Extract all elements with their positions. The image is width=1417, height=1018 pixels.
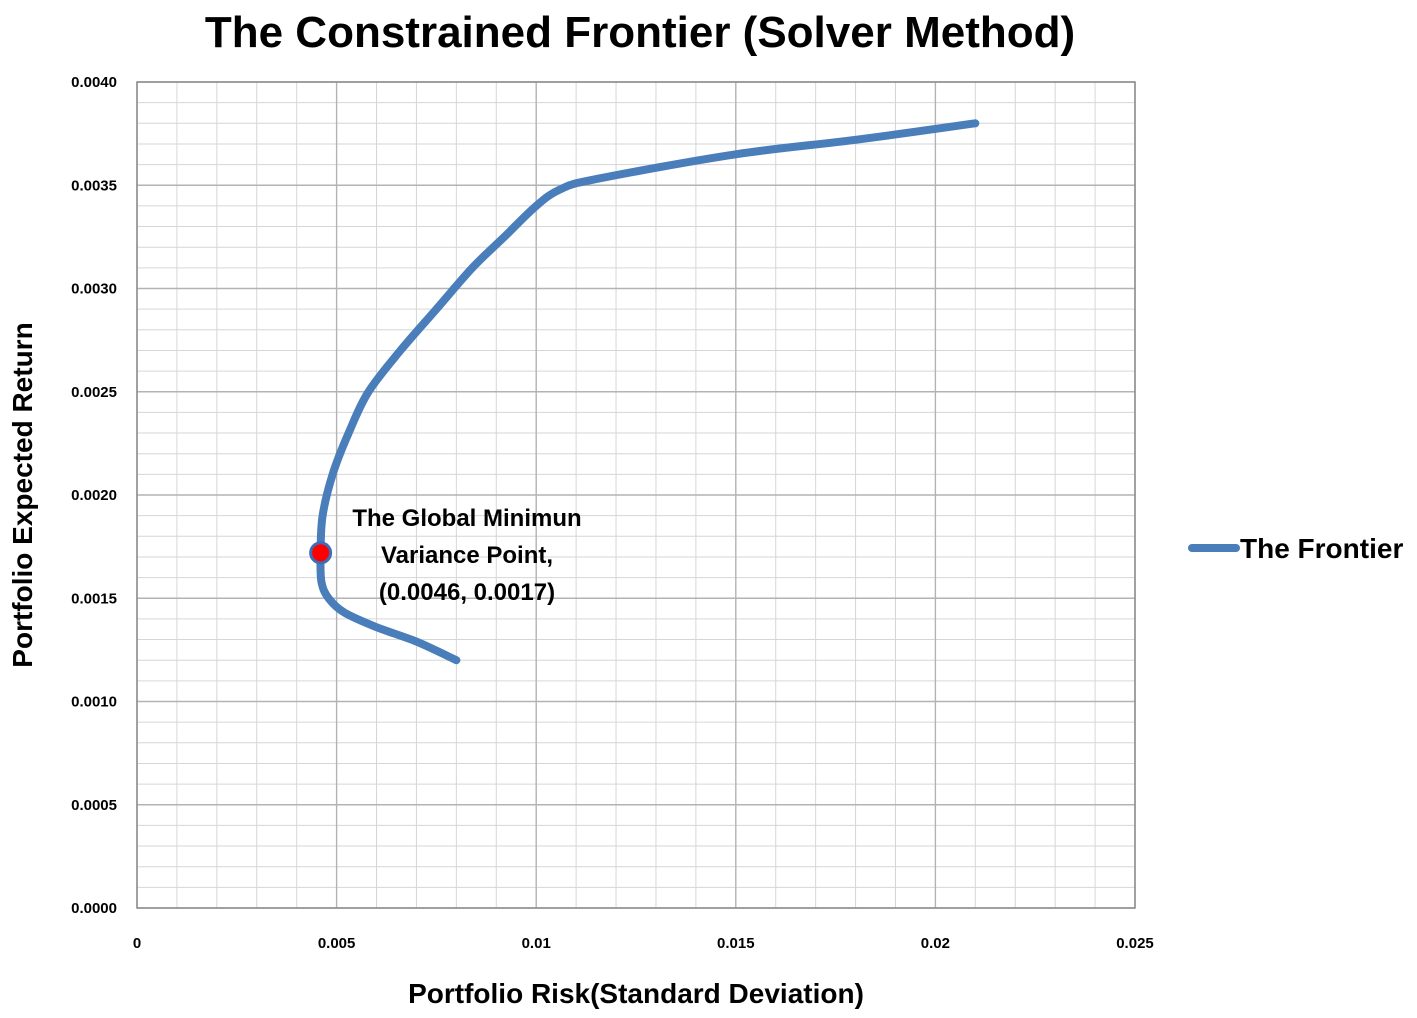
series-line-the-frontier: [316, 119, 980, 665]
y-tick-label: 0.0020: [71, 487, 117, 504]
legend-label: The Frontier: [1240, 533, 1403, 564]
gmv-label-line-2: Variance Point,: [381, 542, 553, 569]
x-tick-label: 0.015: [717, 935, 755, 952]
y-tick-label: 0.0005: [71, 797, 117, 814]
legend: The Frontier: [1188, 533, 1403, 564]
x-tick-label: 0.005: [318, 935, 356, 952]
x-tick-label: 0.01: [522, 935, 551, 952]
y-tick-label: 0.0010: [71, 694, 117, 711]
gmv-label-line-3: (0.0046, 0.0017): [379, 579, 555, 606]
gmv-label-line-1: The Global Minimun: [352, 505, 581, 532]
y-tick-label: 0.0035: [71, 177, 117, 194]
y-tick-label: 0.0015: [71, 590, 117, 607]
y-tick-label: 0.0040: [71, 74, 117, 91]
y-axis-title: Portfolio Expected Return: [7, 322, 38, 667]
global-minimum-variance-point: [309, 541, 333, 565]
x-axis-title: Portfolio Risk(Standard Deviation): [408, 978, 864, 1009]
y-tick-label: 0.0025: [71, 384, 117, 401]
chart-title: The Constrained Frontier (Solver Method): [205, 8, 1075, 57]
x-axis-ticks: 0 0.005 0.01 0.015 0.02 0.025: [133, 935, 1154, 952]
y-tick-label: 0.0030: [71, 281, 117, 298]
y-axis-ticks: 0.0000 0.0005 0.0010 0.0015 0.0020 0.0025 0.00…: [71, 74, 117, 917]
x-tick-label: 0: [133, 935, 141, 952]
x-tick-label: 0.02: [921, 935, 950, 952]
x-tick-label: 0.025: [1116, 935, 1154, 952]
gmv-annotation: The Global Minimun Variance Point, (0.00…: [352, 505, 581, 606]
y-tick-label: 0.0000: [71, 900, 117, 917]
plot-area: [136, 81, 1136, 909]
